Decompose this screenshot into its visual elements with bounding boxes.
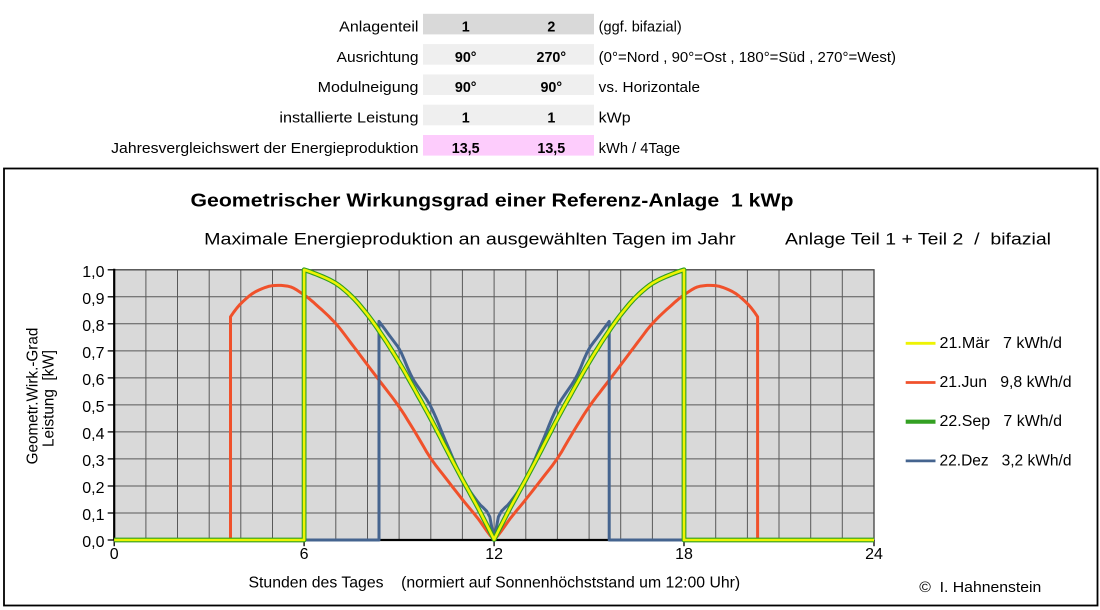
- svg-text:90°: 90°: [455, 80, 477, 96]
- svg-text:Geometr.Wirk.-Grad: Geometr.Wirk.-Grad: [25, 328, 42, 465]
- svg-text:2: 2: [547, 20, 555, 36]
- svg-text:Anlage Teil 1 + Teil 2 / bif: Anlage Teil 1 + Teil 2 / bifazial: [785, 230, 1051, 248]
- svg-text:18: 18: [675, 546, 693, 563]
- svg-text:0,3: 0,3: [82, 453, 104, 470]
- svg-text:Maximale Energieproduktion an: Maximale Energieproduktion an ausgewählt…: [204, 230, 736, 248]
- svg-text:13,5: 13,5: [452, 141, 480, 157]
- svg-text:90°: 90°: [455, 50, 477, 66]
- svg-text:1: 1: [547, 111, 555, 127]
- svg-text:0,1: 0,1: [82, 507, 104, 524]
- svg-text:90°: 90°: [540, 80, 562, 96]
- svg-text:kWp: kWp: [599, 111, 631, 127]
- svg-text:6: 6: [300, 546, 309, 563]
- svg-text:22.Sep 7 kWh/d: 22.Sep 7 kWh/d: [940, 413, 1063, 430]
- svg-text:22.Dez 3,2 kWh/d: 22.Dez 3,2 kWh/d: [940, 452, 1072, 469]
- svg-text:© I. Hahnenstein: © I. Hahnenstein: [919, 579, 1041, 596]
- svg-text:(0°=Nord , 90°=Ost , 180°=Süd: (0°=Nord , 90°=Ost , 180°=Süd , 270°=Wes…: [599, 50, 896, 66]
- svg-text:13,5: 13,5: [537, 141, 565, 157]
- svg-text:12: 12: [485, 546, 503, 563]
- svg-text:Jahresvergleichswert der Energ: Jahresvergleichswert der Energieprodukti…: [111, 141, 418, 157]
- svg-text:(ggf. bifazial): (ggf. bifazial): [599, 20, 682, 36]
- svg-text:0,2: 0,2: [82, 480, 104, 497]
- svg-text:0,6: 0,6: [82, 372, 104, 389]
- svg-text:0,7: 0,7: [82, 345, 104, 362]
- svg-text:21.Mär 7 kWh/d: 21.Mär 7 kWh/d: [940, 335, 1063, 352]
- svg-text:Modulneigung: Modulneigung: [318, 80, 419, 96]
- svg-text:1: 1: [462, 20, 470, 36]
- svg-text:21.Jun 9,8 kWh/d: 21.Jun 9,8 kWh/d: [940, 374, 1072, 391]
- svg-text:Ausrichtung: Ausrichtung: [337, 50, 419, 66]
- svg-text:24: 24: [865, 546, 883, 563]
- svg-text:1: 1: [462, 111, 470, 127]
- svg-text:0: 0: [110, 546, 119, 563]
- svg-text:Geometrischer Wirkungsgrad ein: Geometrischer Wirkungsgrad einer Referen…: [191, 190, 794, 211]
- svg-text:0,5: 0,5: [82, 399, 104, 416]
- svg-text:Leistung [kW]: Leistung [kW]: [41, 350, 58, 447]
- svg-text:Anlagenteil: Anlagenteil: [339, 20, 418, 36]
- svg-text:0,0: 0,0: [82, 534, 104, 551]
- svg-text:installierte Leistung: installierte Leistung: [279, 111, 418, 127]
- svg-text:kWh / 4Tage: kWh / 4Tage: [599, 141, 681, 157]
- svg-text:1,0: 1,0: [82, 264, 104, 281]
- svg-text:0,9: 0,9: [82, 291, 104, 308]
- svg-text:vs. Horizontale: vs. Horizontale: [599, 80, 700, 96]
- svg-text:0,8: 0,8: [82, 318, 104, 335]
- svg-text:Stunden des Tages (normiert: Stunden des Tages (normiert auf Sonnenhö…: [249, 574, 741, 591]
- svg-text:0,4: 0,4: [82, 426, 104, 443]
- svg-text:270°: 270°: [537, 50, 567, 66]
